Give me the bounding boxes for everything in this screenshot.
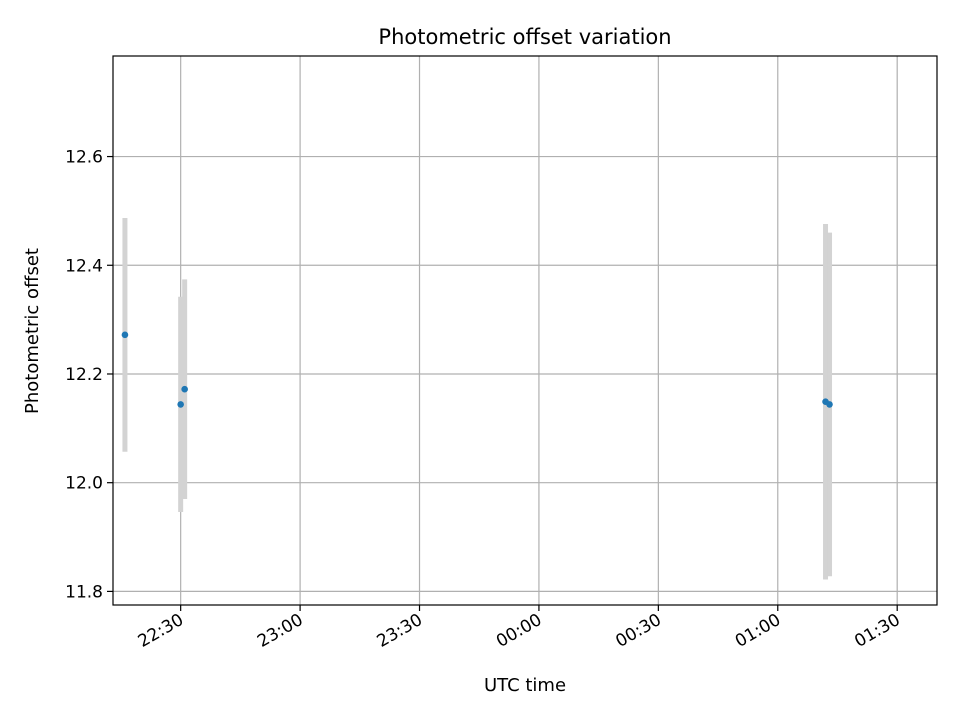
y-axis: 11.8 12.0 12.2 12.4 12.6 (65, 148, 113, 602)
data-point (826, 401, 833, 408)
data-point (181, 385, 188, 393)
data-point (177, 401, 184, 408)
grid (113, 56, 937, 605)
plot-frame (112, 55, 938, 606)
y-tick-label: 12.0 (65, 474, 103, 494)
y-tick-label: 12.4 (65, 256, 103, 276)
x-axis-label: UTC time (484, 675, 566, 696)
y-tick-label: 12.2 (65, 365, 103, 385)
y-axis-label: Photometric offset (22, 248, 43, 414)
y-tick-label: 11.8 (65, 582, 103, 602)
chart-title: Photometric offset variation (378, 25, 671, 49)
y-tick-label: 12.6 (65, 148, 103, 168)
data-points (121, 331, 833, 408)
data-point (121, 331, 129, 339)
